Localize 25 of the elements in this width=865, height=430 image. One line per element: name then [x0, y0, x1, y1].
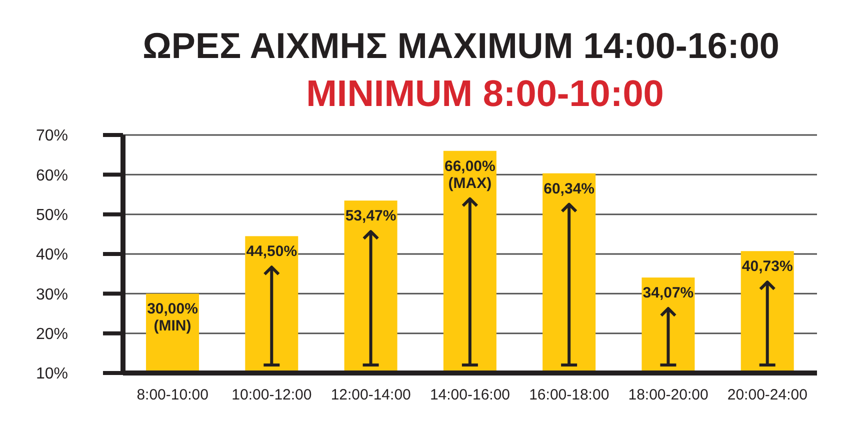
data-label: 44,50%: [246, 243, 298, 260]
y-tick-label: 30%: [36, 286, 68, 304]
y-tick-label: 60%: [36, 167, 68, 184]
annotation: (MIN): [154, 318, 192, 335]
data-label: 40,73%: [742, 258, 793, 276]
x-tick-label: 18:00-20:00: [628, 386, 708, 404]
x-tick-label: 20:00-24:00: [727, 386, 808, 404]
chart-subtitle: MINIMUM 8:00-10:00: [305, 73, 665, 114]
annotation: (MAX): [448, 174, 492, 192]
y-tick-label: 10%: [36, 366, 68, 383]
y-tick-label: 40%: [36, 246, 68, 264]
y-tick-label: 50%: [36, 207, 68, 224]
y-tick-label: 70%: [36, 128, 68, 145]
x-tick-label: 10:00-12:00: [232, 386, 312, 404]
x-tick-label: 16:00-18:00: [529, 386, 610, 404]
y-tick-label: 20%: [36, 326, 68, 344]
data-label: 60,34%: [544, 180, 595, 198]
data-label: 30,00%: [147, 300, 198, 318]
data-label: 53,47%: [345, 208, 396, 225]
chart-title: ΩΡΕΣ ΑΙΧΜΗΣ MAXIMUM 14:00-16:00: [142, 25, 780, 66]
x-tick-label: 14:00-16:00: [430, 386, 510, 404]
data-label: 66,00%: [444, 158, 496, 175]
x-tick-label: 12:00-14:00: [330, 386, 411, 404]
x-tick-label: 8:00-10:00: [136, 386, 208, 404]
data-label: 34,07%: [642, 284, 694, 302]
